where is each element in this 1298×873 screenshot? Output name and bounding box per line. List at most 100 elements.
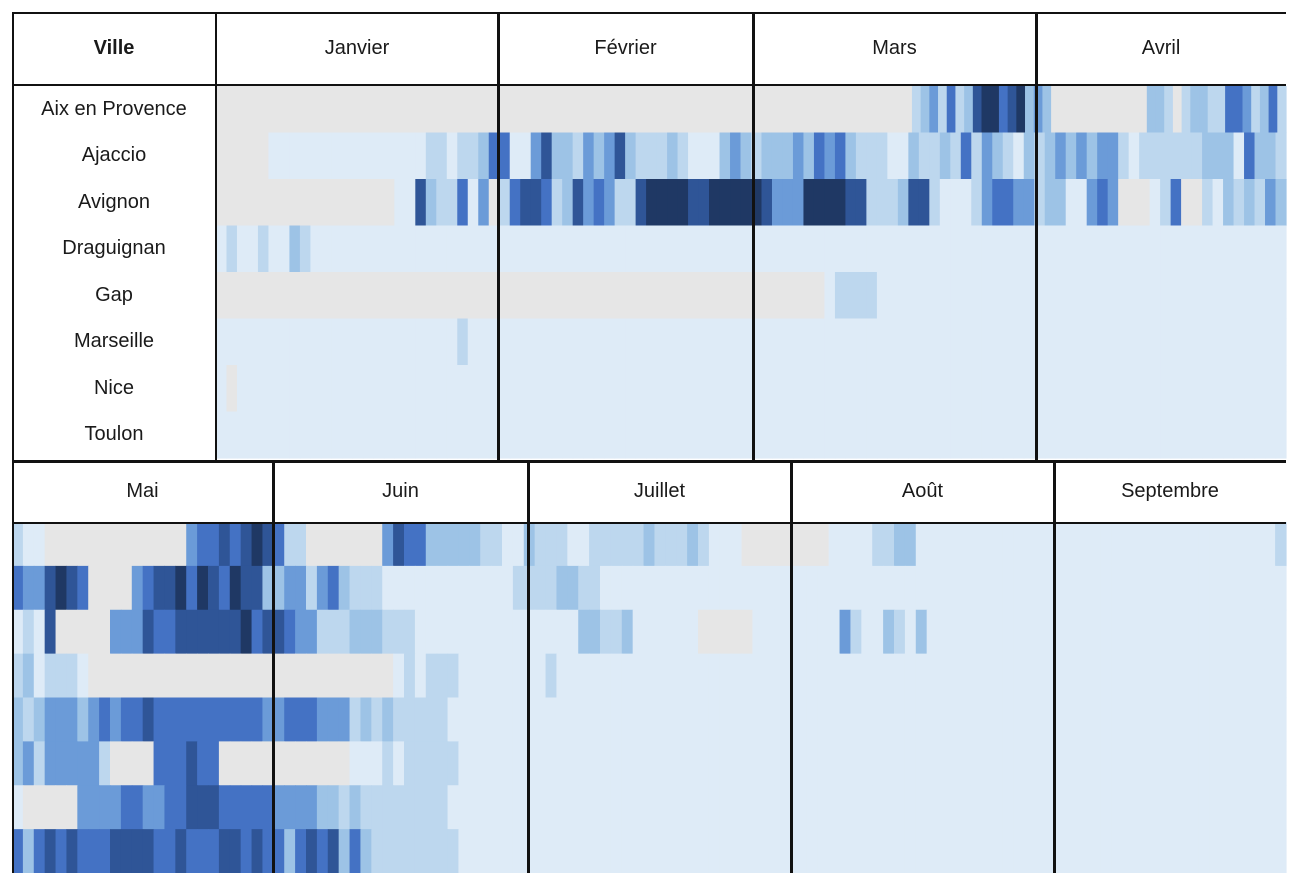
row1-cell-0-26 [442,86,452,134]
row1-cell-1-3 [247,132,259,180]
row1-cell-5-17 [394,318,406,366]
row2-cell-6-43 [480,785,492,830]
row2-cell-1-80 [883,565,895,611]
row2-cell-2-48 [534,609,547,655]
row1-cell-1-5 [268,132,280,180]
row2-cell-7-62 [687,829,699,873]
row2-cell-5-60 [665,741,677,786]
row2-cell-1-41 [458,565,470,611]
row1-cell-5-16 [383,318,395,366]
row2-cell-5-79 [872,741,884,786]
row2-cell-4-18 [208,697,220,742]
row2-cell-4-53 [589,697,601,742]
row1-cell-2-94 [1202,179,1214,227]
row1-cell-5-74 [992,318,1004,366]
row2-cell-1-65 [719,565,732,611]
row1-cell-5-97 [1233,318,1245,366]
row2-cell-2-99 [1090,609,1102,655]
row2-cell-5-6 [77,741,89,786]
row2-cell-5-76 [839,741,852,786]
row1-cell-1-34 [572,132,584,180]
row1-cell-0-91 [1007,86,1017,134]
row2-cell-3-89 [981,653,993,699]
row1-cell-0-3 [242,86,252,134]
row2-cell-7-39 [436,829,449,873]
row2-cell-0-100 [1100,522,1113,567]
top-border [12,12,1286,14]
row2-cell-2-59 [654,609,666,655]
row1-cell-0-103 [1112,86,1122,134]
row2-cell-0-99 [1090,522,1102,567]
row1-cell-0-66 [790,86,800,134]
row2-cell-6-59 [654,785,666,830]
row2-cell-3-77 [850,653,862,699]
row1-cell-6-93 [1191,365,1203,413]
row2-cell-6-78 [861,785,873,830]
row2-cell-4-30 [338,697,351,742]
row1-cell-6-89 [1149,365,1161,413]
row1-cell-2-0 [216,179,228,227]
row2-cell-4-25 [284,697,296,742]
row2-cell-4-100 [1100,697,1113,742]
row1-cell-0-38 [546,86,556,134]
row2-cell-3-34 [382,653,394,699]
row2-cell-2-76 [839,609,852,655]
row2-cell-1-27 [306,565,318,611]
row1-cell-5-76 [1013,318,1025,366]
row1-cell-7-73 [981,411,993,459]
row2-cell-3-116 [1275,653,1287,699]
row2-cell-2-111 [1220,609,1233,655]
row2-cell-4-99 [1090,697,1102,742]
row2-cell-7-20 [229,829,242,873]
row1-cell-5-8 [299,318,312,366]
row2-cell-7-41 [458,829,470,873]
row1-cell-3-19 [415,225,427,273]
row2-cell-3-109 [1198,653,1211,699]
row2-cell-1-50 [556,565,568,611]
row2-cell-7-83 [915,829,928,873]
row2-cell-5-87 [959,741,971,786]
row2-cell-5-3 [44,741,57,786]
row2-cell-4-93 [1024,697,1037,742]
row1-cell-3-45 [688,225,700,273]
row2-cell-4-55 [610,697,623,742]
row1-cell-7-54 [782,411,794,459]
row1-cell-3-57 [813,225,826,273]
row2-cell-3-75 [828,653,841,699]
row1-cell-4-93 [1191,272,1203,320]
row1-cell-5-24 [467,318,479,366]
row2-cell-5-115 [1264,741,1276,786]
row2-cell-1-113 [1242,565,1254,611]
row1-cell-7-13 [352,411,364,459]
row1-cell-1-100 [1265,132,1277,180]
row2-cell-2-87 [959,609,971,655]
row2-cell-6-84 [926,785,939,830]
row1-cell-4-7 [289,272,301,320]
row1-cell-4-91 [1170,272,1182,320]
row2-cell-0-42 [469,522,481,567]
row2-cell-7-68 [752,829,764,873]
row1-cell-4-94 [1202,272,1214,320]
row1-cell-0-60 [737,86,748,134]
row1-cell-2-78 [1034,179,1046,227]
row2-cell-2-69 [763,609,775,655]
row1-cell-7-85 [1107,411,1119,459]
row1-cell-1-26 [488,132,500,180]
row1-cell-3-56 [803,225,815,273]
row1-cell-0-72 [842,86,852,134]
row2-cell-6-72 [796,785,808,830]
row1-cell-3-78 [1034,225,1046,273]
row2-cell-7-115 [1264,829,1276,873]
row1-cell-1-69 [939,132,951,180]
row2-cell-7-114 [1253,829,1265,873]
row2-cell-4-87 [959,697,971,742]
row2-cell-5-113 [1242,741,1254,786]
row1-cell-3-17 [394,225,406,273]
row2-cell-7-42 [469,829,481,873]
row2-cell-1-96 [1057,565,1069,611]
row2-cell-4-35 [393,697,405,742]
row2-cell-2-21 [240,609,253,655]
row2-cell-5-57 [632,741,645,786]
row1-cell-0-77 [885,86,896,134]
